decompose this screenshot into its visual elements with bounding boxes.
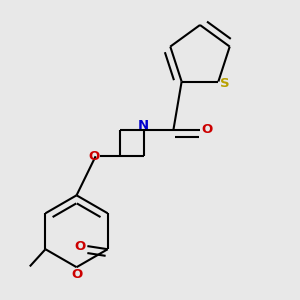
Text: O: O — [71, 268, 82, 281]
Text: S: S — [220, 76, 230, 90]
Text: N: N — [138, 119, 149, 132]
Text: O: O — [202, 123, 213, 136]
Text: O: O — [75, 240, 86, 253]
Text: O: O — [89, 150, 100, 163]
